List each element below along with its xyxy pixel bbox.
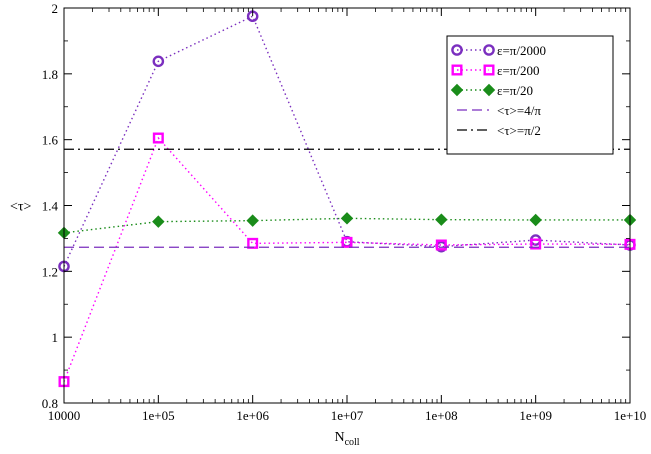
- data-point: [152, 215, 165, 228]
- data-point: [435, 239, 447, 251]
- data-point: [530, 238, 542, 250]
- series-line-1: [63, 15, 631, 267]
- legend-marker: [451, 64, 463, 76]
- series-line-2: [63, 136, 631, 382]
- series-2: [58, 132, 636, 388]
- y-tick-label: 1.2: [42, 264, 58, 279]
- data-point: [152, 132, 164, 144]
- data-point: [529, 213, 542, 227]
- x-axis-title-subscript: coll: [345, 437, 360, 448]
- y-tick-label: 1: [52, 330, 59, 345]
- legend-item-5: <τ>=π/2: [457, 123, 541, 138]
- legend-marker: [483, 44, 495, 56]
- y-axis: 0.8 1 1.2 1.4 1.6 1.8 2: [42, 1, 630, 411]
- legend-box: [446, 35, 614, 155]
- y-tick-label: 1.6: [42, 133, 59, 148]
- legend-label: <τ>=4/π: [497, 103, 541, 118]
- legend-item-3: ε=π/20: [450, 83, 533, 98]
- y-tick-label: 2: [52, 1, 59, 16]
- x-axis-title: Ncoll: [334, 430, 359, 448]
- x-tick-label: 1e+06: [236, 408, 269, 423]
- legend-marker: [450, 83, 464, 97]
- data-point: [341, 236, 353, 248]
- legend-item-2: ε=π/200: [451, 63, 539, 78]
- data-point: [152, 55, 165, 68]
- y-tick-label: 0.8: [42, 396, 58, 411]
- data-point: [246, 214, 259, 227]
- x-tick-label: 1e+10: [614, 408, 647, 423]
- x-tick-label: 1e+09: [519, 408, 552, 423]
- legend-item-1: ε=π/2000: [451, 43, 546, 58]
- legend-label: ε=π/20: [497, 83, 533, 98]
- plot-layer: 10000 1e+05 1e+06 1e+07 1e+08 1e+09 1e+100.811…: [10, 1, 646, 448]
- legend-label: ε=π/200: [497, 63, 539, 78]
- y-tick-label: 1.4: [42, 199, 59, 214]
- legend-label: ε=π/2000: [497, 43, 546, 58]
- x-tick-label: 1e+05: [142, 408, 175, 423]
- legend-marker: [451, 44, 463, 56]
- x-tick-label: 1e+08: [425, 408, 458, 423]
- legend: ε=π/2000 ε=π/200 ε=π/20 <τ>=4/π <τ>=π/2: [446, 35, 614, 155]
- series-3: [57, 212, 637, 240]
- y-axis-title: <τ>: [10, 200, 32, 215]
- y-tick-label: 1.8: [42, 67, 58, 82]
- legend-label: <τ>=π/2: [497, 123, 541, 138]
- legend-marker: [483, 64, 495, 76]
- legend-marker: [482, 83, 496, 97]
- x-tick-label: 1e+07: [331, 408, 364, 423]
- x-tick-label: 10000: [48, 408, 81, 423]
- x-axis: 10000 1e+05 1e+06 1e+07 1e+08 1e+09 1e+10: [48, 8, 647, 423]
- data-point: [340, 212, 354, 225]
- data-point: [435, 213, 448, 226]
- legend-item-4: <τ>=4/π: [457, 103, 541, 118]
